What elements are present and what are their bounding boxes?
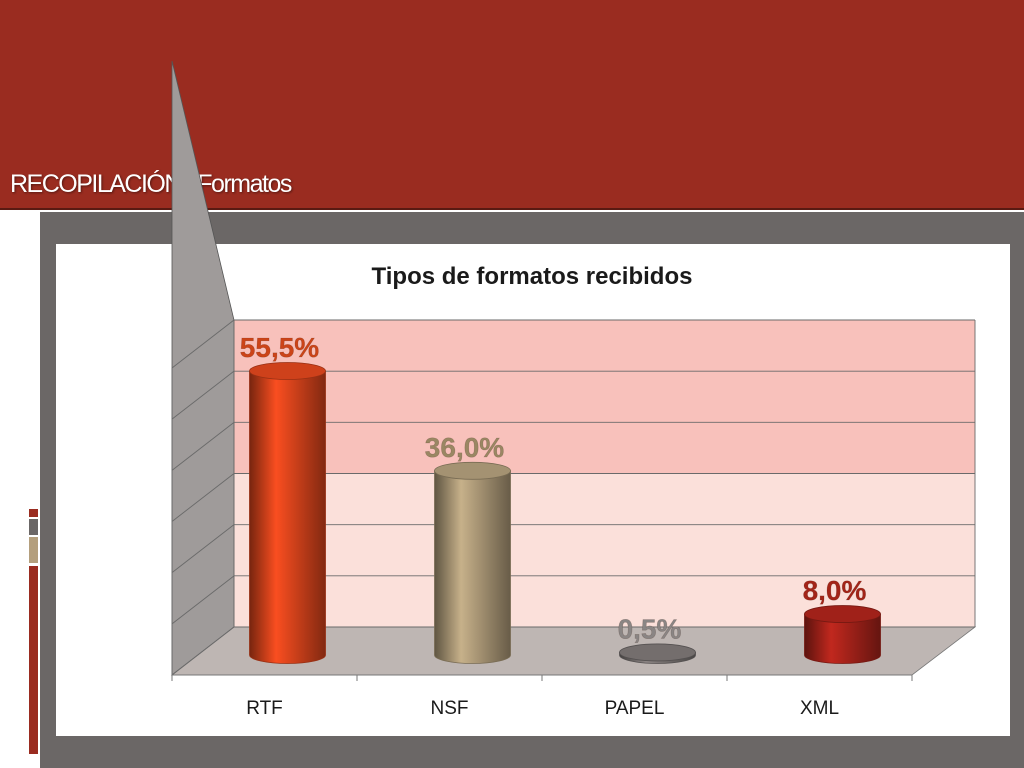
x-tick-label-papel: PAPEL (605, 698, 665, 719)
x-tick-label-xml: XML (800, 698, 839, 719)
deco-square-tan (29, 537, 38, 563)
chart-gridline-side (171, 524, 235, 574)
chart-back-wall-band (234, 320, 975, 372)
chart-gridline-side (171, 575, 235, 625)
x-tick-label-nsf: NSF (431, 698, 469, 719)
bar-top-xml (804, 605, 881, 623)
data-label-papel: 0,5% (618, 613, 682, 644)
deco-square-red (29, 509, 38, 517)
data-label-rtf: 55,5% (240, 332, 319, 363)
chart-back-wall-band (234, 422, 975, 474)
chart-gridline-side (171, 421, 235, 471)
chart-gridline-side (171, 626, 235, 676)
bar-xml (804, 613, 881, 664)
title-bar-rule (0, 208, 1024, 210)
chart-back-wall-band (234, 371, 975, 423)
chart-gridline-side (171, 319, 235, 369)
bar-rtf (249, 370, 326, 664)
chart-gridline-side (171, 370, 235, 420)
bar-top-nsf (434, 461, 511, 480)
bar-top-papel (619, 643, 696, 662)
deco-square-gray (29, 519, 38, 535)
title-bar (0, 0, 1024, 208)
slide-title: RECOPILACIÓN : Formatos (10, 170, 292, 198)
chart-back-wall-band (234, 473, 975, 525)
data-label-nsf: 36,0% (425, 432, 504, 463)
chart-title: Tipos de formatos recibidos (372, 263, 693, 290)
bar-top-rtf (249, 362, 326, 380)
data-label-xml: 8,0% (803, 575, 867, 606)
chart-back-wall-band (234, 524, 975, 576)
x-tick-label-rtf: RTF (246, 698, 283, 719)
bar-nsf (434, 470, 511, 664)
deco-bar-red (29, 566, 38, 754)
chart-gridline-side (171, 473, 235, 522)
